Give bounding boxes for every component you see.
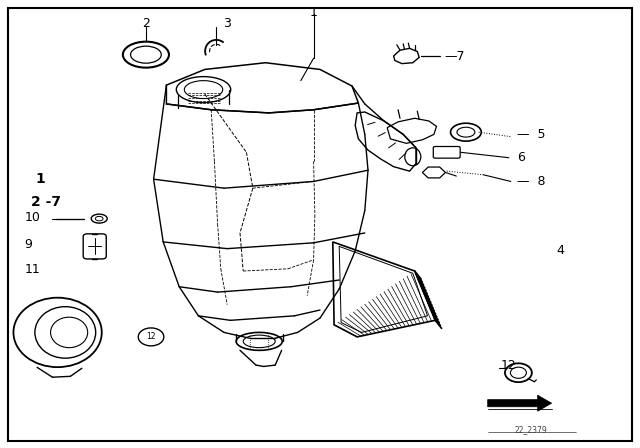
Text: 22_2379: 22_2379 [515, 426, 548, 435]
Text: 12: 12 [147, 332, 156, 341]
Text: 9: 9 [24, 237, 32, 251]
Text: 2 -7: 2 -7 [31, 195, 61, 210]
Text: —  5: — 5 [517, 128, 546, 141]
Text: 6: 6 [517, 151, 525, 164]
Text: 3: 3 [223, 17, 231, 30]
Text: 12: 12 [500, 358, 516, 372]
Text: —7: —7 [445, 49, 465, 63]
Text: 10: 10 [24, 211, 40, 224]
Text: 2: 2 [142, 17, 150, 30]
Text: 1: 1 [310, 6, 317, 19]
Text: 4: 4 [557, 244, 564, 258]
Polygon shape [488, 395, 552, 411]
Text: 1: 1 [35, 172, 45, 186]
Text: —  8: — 8 [517, 175, 546, 188]
Text: 11: 11 [24, 263, 40, 276]
